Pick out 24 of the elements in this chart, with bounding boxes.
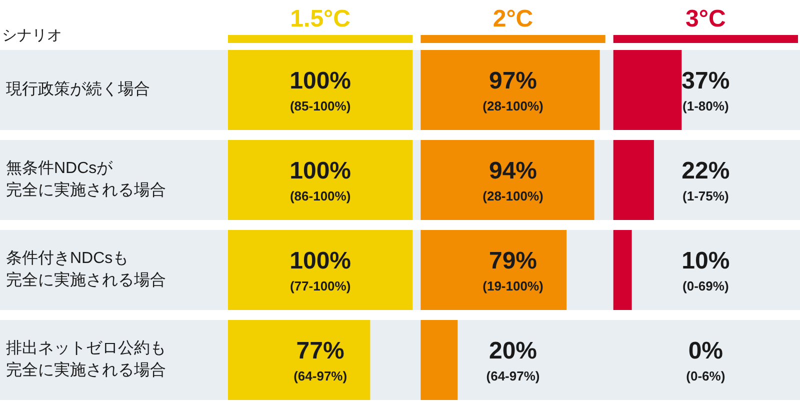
- data-label: 100% (86-100%): [290, 157, 352, 204]
- bar: [420, 230, 567, 310]
- y-axis-title: シナリオ: [2, 26, 62, 44]
- bar: [420, 50, 600, 130]
- data-label: 10% (0-69%): [682, 247, 730, 294]
- data-label: 20% (64-97%): [486, 337, 540, 384]
- y-tick-label: 条件付きNDCsも完全に実施される場合: [6, 250, 166, 290]
- chart-title: 1.5°C: [290, 5, 350, 32]
- data-label: 100% (85-100%): [290, 67, 352, 114]
- data-label: 94% (28-100%): [482, 157, 544, 204]
- data-label: 37% (1-80%): [682, 67, 730, 114]
- data-label: 22% (1-75%): [682, 157, 730, 204]
- chart-title: 2°C: [492, 5, 534, 32]
- y-tick-label: 無条件NDCsが完全に実施される場合: [6, 160, 166, 200]
- data-label: 97% (28-100%): [482, 67, 544, 114]
- data-label: 77% (64-97%): [294, 337, 348, 384]
- data-label: 79% (19-100%): [482, 247, 544, 294]
- bar: [420, 320, 458, 400]
- data-label: 0% (0-6%): [686, 337, 726, 384]
- data-label: 100% (77-100%): [290, 247, 352, 294]
- y-tick-label: 排出ネットゼロ公約も完全に実施される場合: [6, 339, 166, 380]
- bar: [420, 140, 594, 220]
- y-tick-label: 現行政策が続く場合: [6, 80, 150, 98]
- chart-title: 3°C: [686, 5, 726, 32]
